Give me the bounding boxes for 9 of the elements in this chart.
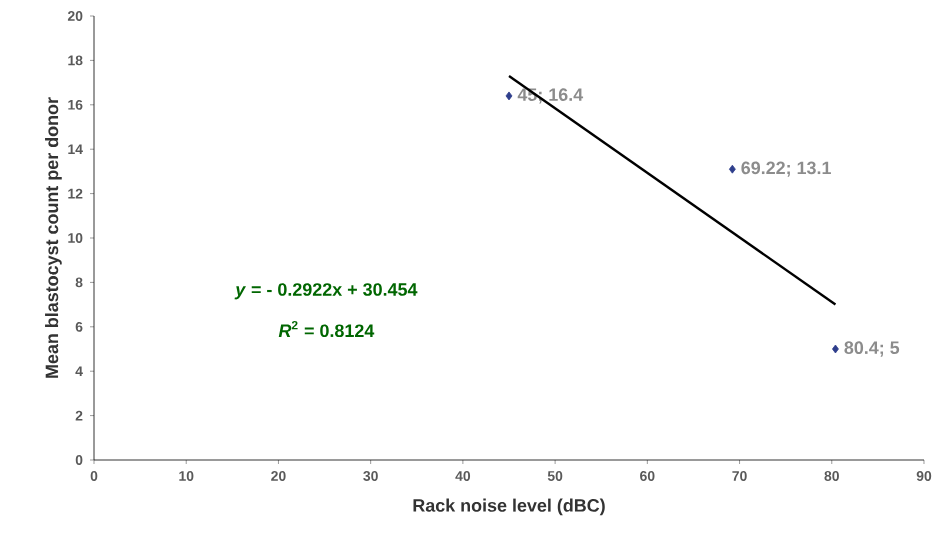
y-axis-title: Mean blastocyst count per donor <box>45 97 62 378</box>
data-label: 80.4; 5 <box>844 341 900 357</box>
data-label: 69.22; 13.1 <box>741 161 831 177</box>
point <box>832 344 839 354</box>
point <box>505 91 513 101</box>
annotation: R$^{2}$ = 0.8124 <box>278 320 375 338</box>
point <box>728 164 736 174</box>
annotation: y = - 0.2922x + 30.454 <box>234 283 418 300</box>
x-axis-title: Rack noise level (dBC) <box>413 498 605 516</box>
